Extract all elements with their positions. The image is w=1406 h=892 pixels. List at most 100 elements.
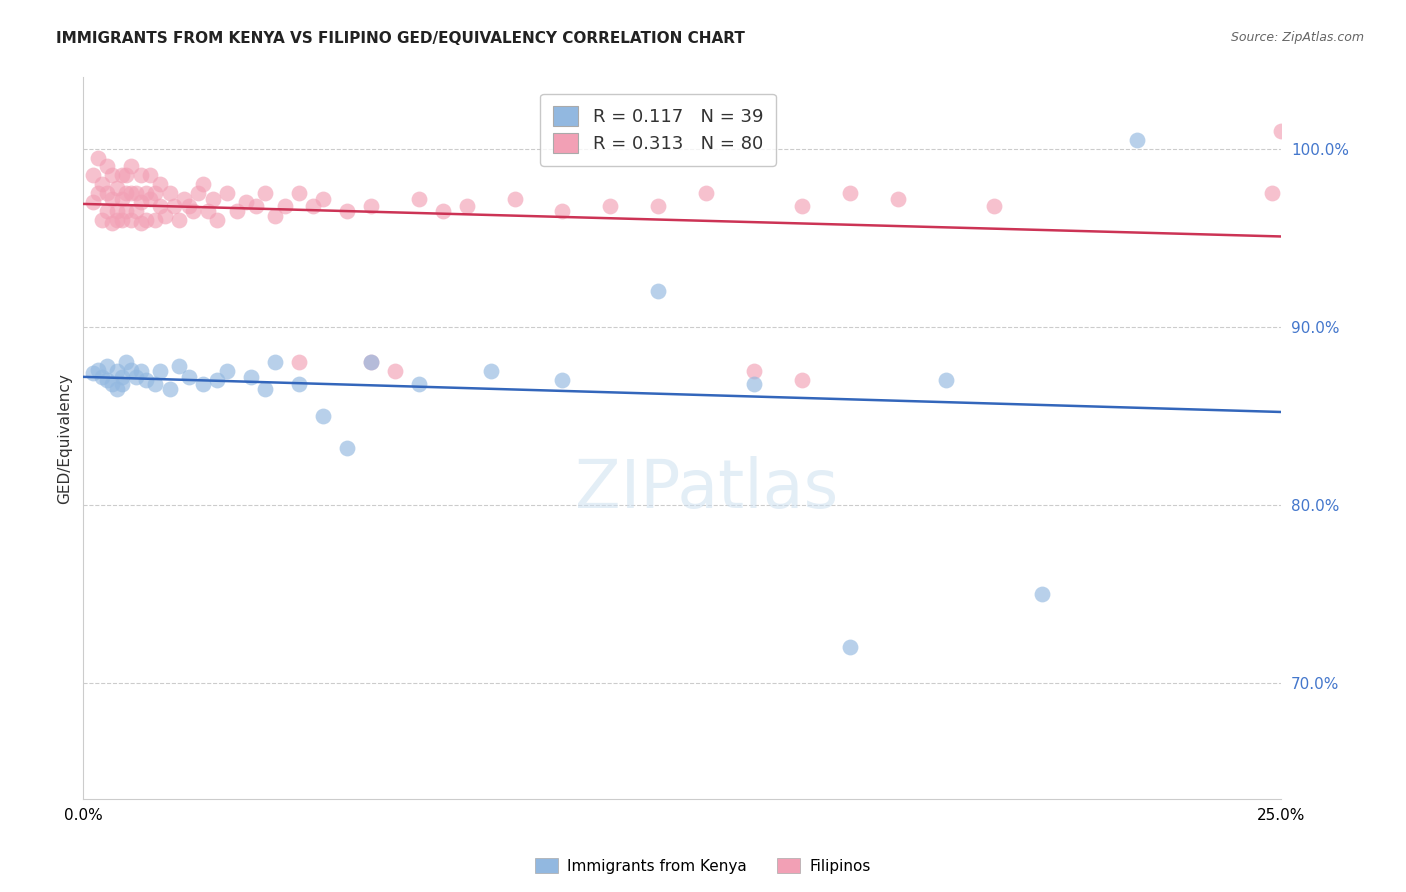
Point (191, 178, 214, 192)
Point (599, 199, 621, 213)
Point (143, 376, 166, 391)
Point (695, 186, 717, 201)
Point (86, 362, 108, 376)
Point (82, 366, 104, 380)
Point (790, 199, 813, 213)
Point (215, 186, 238, 201)
Point (149, 199, 172, 213)
Point (1260, 186, 1282, 201)
Point (120, 186, 142, 201)
Point (111, 192, 134, 206)
Point (120, 213, 142, 227)
Point (235, 195, 257, 210)
Point (360, 355, 382, 369)
Point (264, 210, 287, 224)
Point (183, 204, 205, 219)
Point (115, 186, 138, 201)
Point (935, 373, 957, 387)
Point (432, 204, 454, 219)
Point (225, 204, 247, 219)
Point (105, 204, 128, 219)
Point (96, 373, 118, 387)
Point (111, 369, 134, 384)
Point (177, 369, 200, 384)
Point (129, 217, 152, 231)
Point (125, 204, 148, 219)
Point (336, 204, 359, 219)
Point (129, 169, 152, 183)
Point (187, 186, 209, 201)
Point (288, 376, 311, 391)
Legend: R = 0.117   N = 39, R = 0.313   N = 80: R = 0.117 N = 39, R = 0.313 N = 80 (540, 94, 776, 166)
Point (742, 364, 765, 378)
Point (125, 369, 148, 384)
Point (101, 192, 124, 206)
Point (479, 364, 502, 378)
Point (408, 192, 430, 206)
Point (120, 362, 142, 376)
Y-axis label: GED/Equivalency: GED/Equivalency (58, 373, 72, 504)
Point (336, 441, 359, 455)
Point (647, 284, 669, 298)
Point (742, 376, 765, 391)
Point (288, 186, 311, 201)
Point (111, 213, 134, 227)
Point (120, 160, 142, 174)
Point (82, 169, 104, 183)
Point (111, 376, 134, 391)
Point (115, 355, 138, 369)
Point (191, 376, 214, 391)
Point (159, 382, 181, 396)
Point (197, 204, 219, 219)
Point (86, 186, 108, 201)
Point (86, 151, 108, 165)
Point (105, 181, 128, 195)
Point (115, 204, 138, 219)
Point (135, 186, 157, 201)
Point (1270, 124, 1292, 138)
Point (129, 364, 152, 378)
Point (177, 199, 200, 213)
Point (288, 355, 311, 369)
Point (983, 199, 1005, 213)
Point (135, 373, 157, 387)
Point (149, 178, 172, 192)
Point (143, 186, 166, 201)
Point (240, 369, 263, 384)
Point (838, 186, 860, 201)
Point (245, 199, 267, 213)
Point (91, 369, 114, 384)
Point (360, 355, 382, 369)
Point (91, 178, 114, 192)
Point (149, 364, 172, 378)
Point (456, 199, 478, 213)
Point (384, 364, 406, 378)
Point (273, 199, 295, 213)
Point (153, 210, 176, 224)
Point (82, 195, 104, 210)
Legend: Immigrants from Kenya, Filipinos: Immigrants from Kenya, Filipinos (529, 852, 877, 880)
Point (115, 169, 138, 183)
Point (647, 199, 669, 213)
Point (129, 195, 152, 210)
Point (101, 376, 124, 391)
Point (96, 160, 118, 174)
Point (312, 192, 335, 206)
Point (551, 204, 574, 219)
Point (207, 213, 229, 227)
Point (173, 192, 195, 206)
Point (143, 213, 166, 227)
Point (139, 169, 162, 183)
Point (167, 213, 190, 227)
Point (111, 169, 134, 183)
Point (91, 213, 114, 227)
Point (790, 373, 813, 387)
Point (254, 186, 277, 201)
Point (105, 364, 128, 378)
Point (254, 382, 277, 396)
Point (360, 199, 382, 213)
Point (503, 192, 526, 206)
Point (207, 373, 229, 387)
Point (96, 186, 118, 201)
Text: ZIPatlas: ZIPatlas (575, 456, 838, 522)
